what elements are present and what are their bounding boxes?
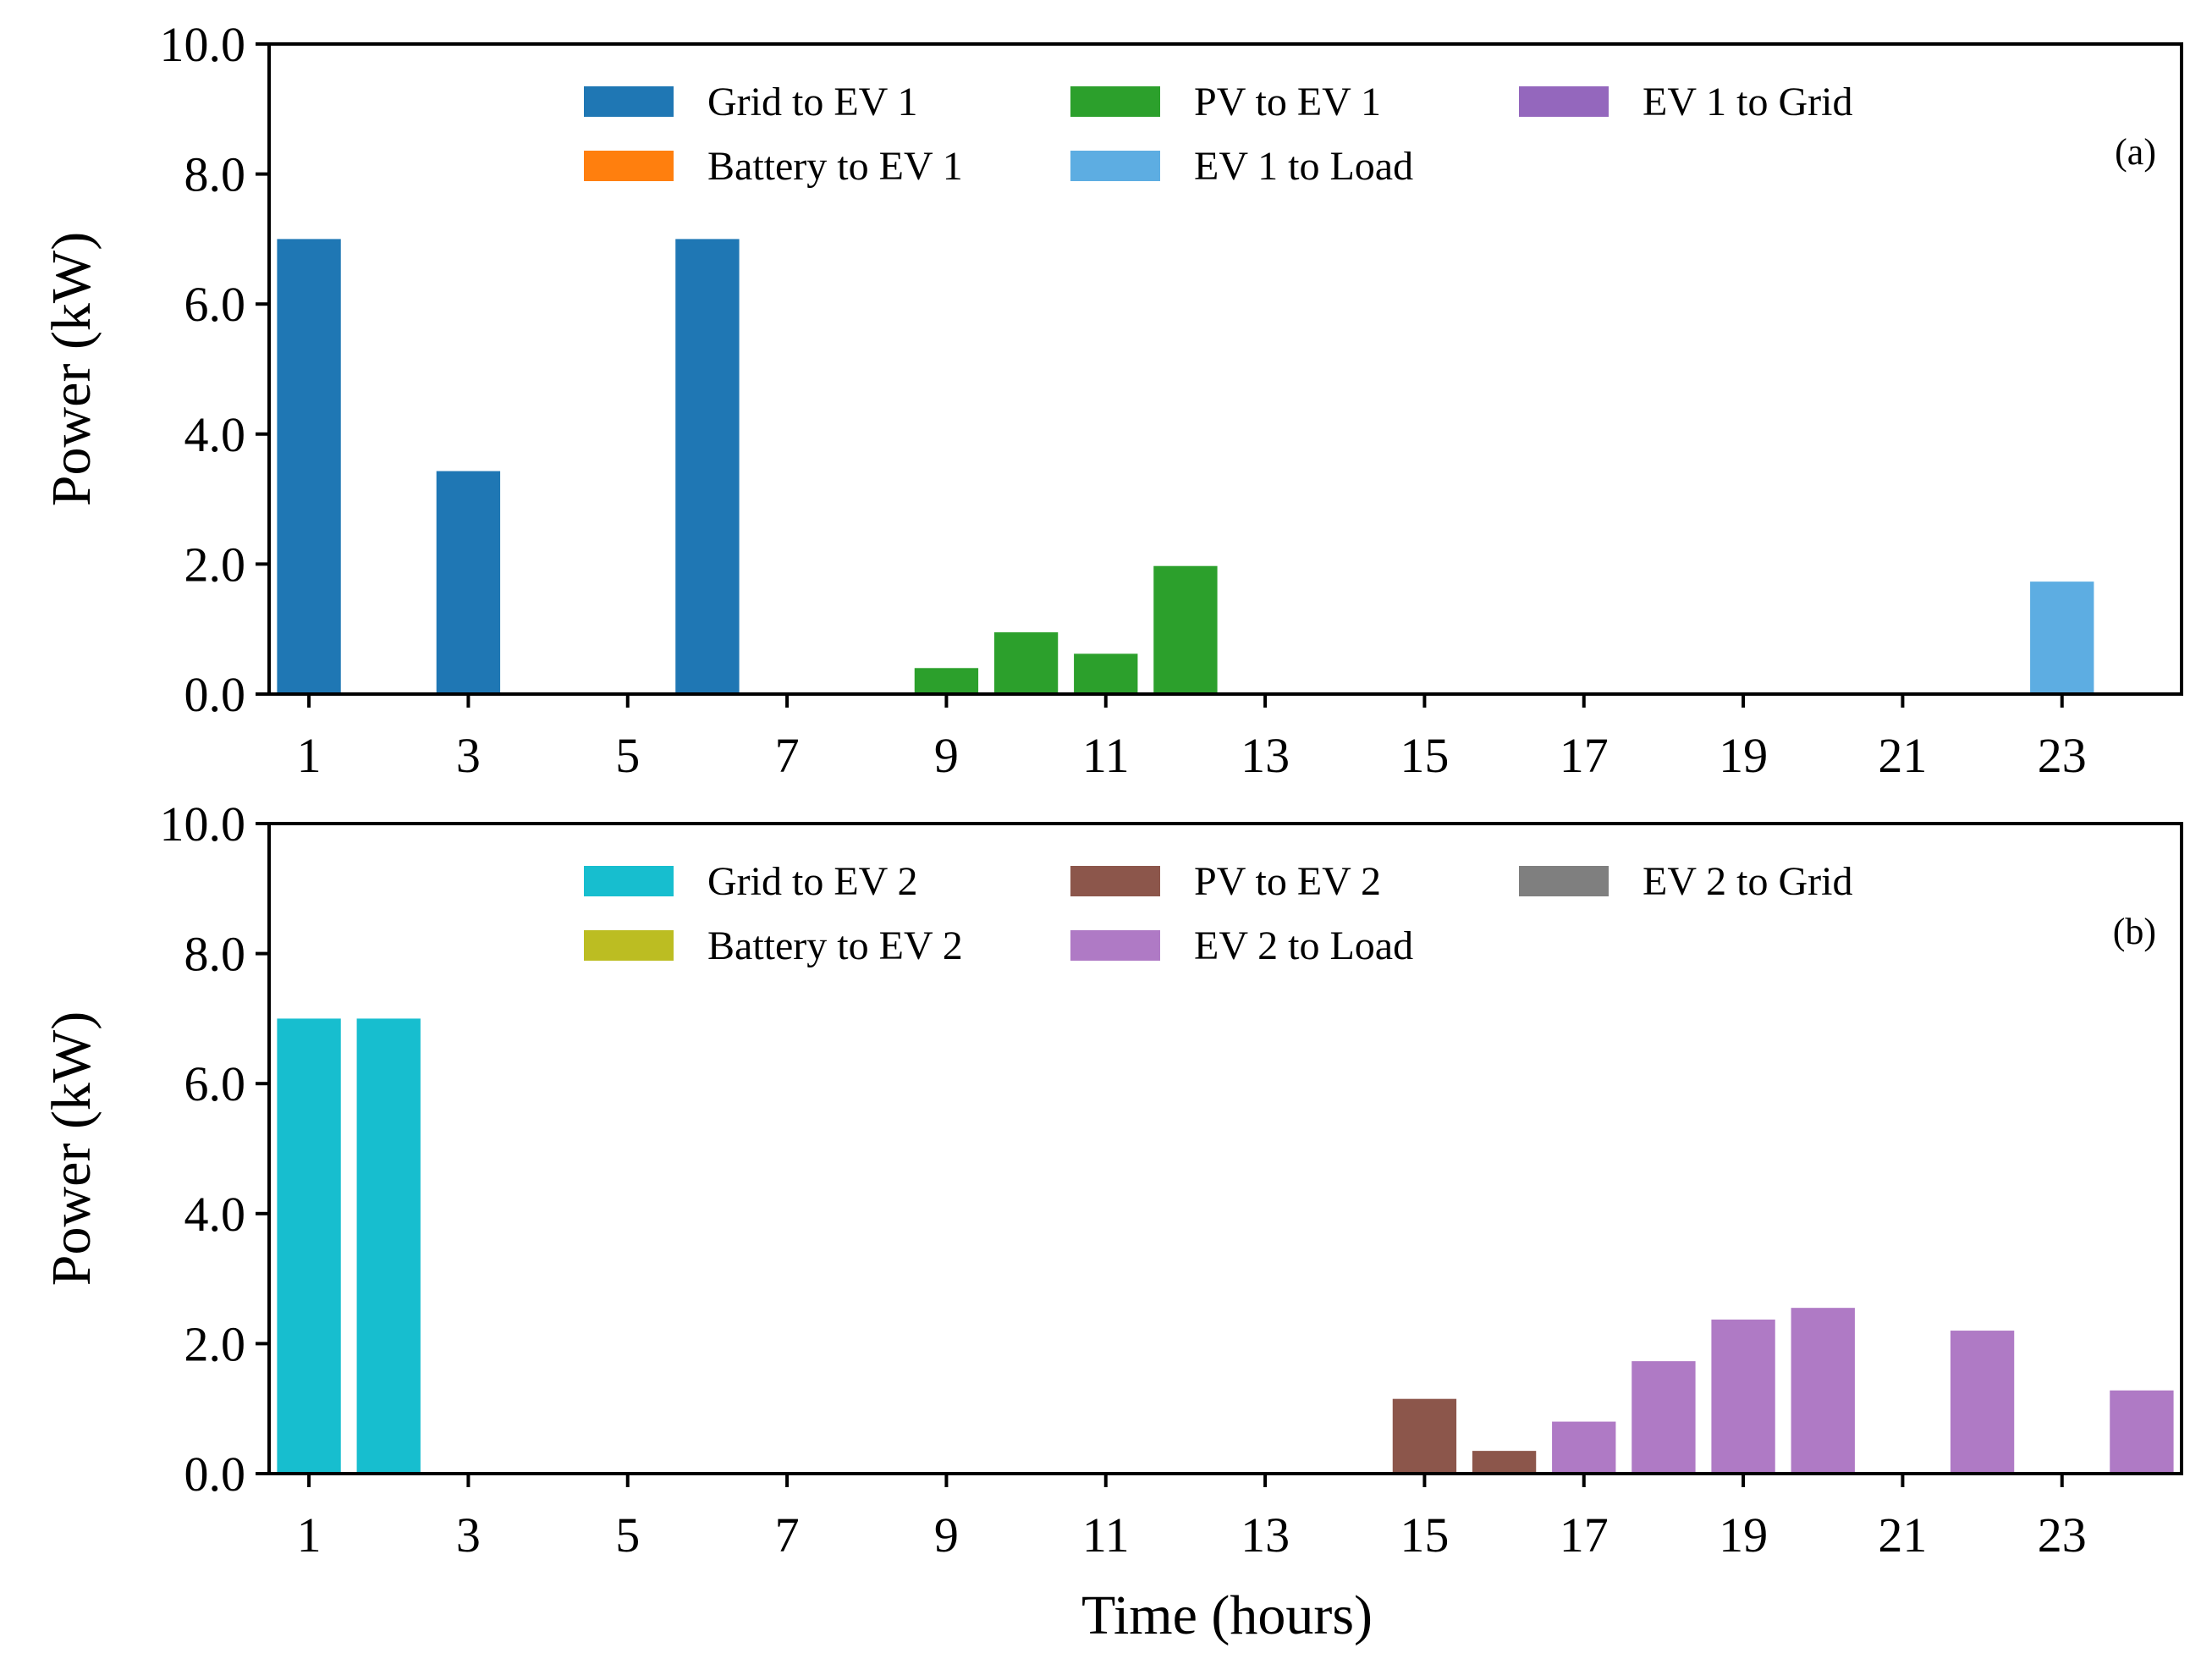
x-tick-label: 11: [1082, 728, 1130, 783]
legend-label: PV to EV 2: [1194, 859, 1381, 904]
y-tick-label: 6.0: [184, 1056, 246, 1111]
y-tick-label: 8.0: [184, 147, 246, 202]
x-tick-label: 3: [456, 1507, 481, 1563]
x-tick-label: 5: [615, 728, 640, 783]
panel-label: (b): [2113, 911, 2156, 952]
y-tick-label: 8.0: [184, 927, 246, 982]
legend-swatch: [584, 866, 674, 896]
x-tick-label: 13: [1241, 728, 1290, 783]
chart-panel-b: 0.02.04.06.08.010.01 3 5 7 9 11 13 15 17 19 21 23Po…: [41, 796, 2183, 1563]
x-tick-label: 5: [615, 1507, 640, 1563]
x-tick-label: 17: [1560, 1507, 1609, 1563]
y-tick-label: 0.0: [184, 667, 246, 722]
x-tick-label: 1: [297, 728, 322, 783]
y-tick-label: 0.0: [184, 1447, 246, 1502]
legend-swatch: [584, 151, 674, 181]
bar-pv-to-ev-1-hour-11: [1074, 653, 1138, 694]
legend-swatch: [584, 930, 674, 961]
bar-grid-to-ev-2-hour-1: [277, 1018, 341, 1474]
x-tick-label: 9: [934, 728, 959, 783]
legend-label: EV 2 to Load: [1194, 923, 1413, 968]
y-tick-label: 2.0: [184, 1316, 246, 1371]
legend-item-pv-to-ev-2: PV to EV 2: [1070, 859, 1381, 904]
x-axis-title: Time (hours): [1081, 1585, 1373, 1646]
legend-swatch: [1070, 866, 1160, 896]
y-tick-label: 6.0: [184, 277, 246, 332]
bar-pv-to-ev-1-hour-12: [1153, 565, 1218, 694]
x-tick-label: 7: [775, 1507, 800, 1563]
x-tick-label: 15: [1400, 1507, 1449, 1563]
chart-panel-a: 0.02.04.06.08.010.01 3 5 7 9 11 13 15 17 19 21 23Po…: [41, 17, 2183, 783]
legend-swatch: [1070, 930, 1160, 961]
bar-pv-to-ev-1-hour-9: [914, 668, 979, 694]
y-tick-label: 4.0: [184, 407, 246, 462]
x-tick-label: 7: [775, 728, 800, 783]
bar-ev-2-to-load-hour-22: [1950, 1331, 2015, 1474]
x-tick-label: 21: [1878, 728, 1927, 783]
legend-label: Grid to EV 2: [707, 859, 917, 904]
y-tick-label: 10.0: [160, 796, 246, 852]
bar-ev-2-to-load-hour-19: [1711, 1319, 1775, 1474]
legend-label: EV 1 to Load: [1194, 144, 1413, 189]
legend-label: Battery to EV 1: [707, 144, 963, 189]
x-tick-label: 19: [1719, 728, 1768, 783]
x-tick-label: 23: [2038, 728, 2087, 783]
plot-frame: [267, 822, 2183, 1475]
bar-ev-1-to-load-hour-23: [2030, 581, 2094, 694]
x-tick-label: 15: [1400, 728, 1449, 783]
legend-label: Grid to EV 1: [707, 80, 917, 124]
bar-grid-to-ev-1-hour-6: [675, 239, 740, 694]
legend-swatch: [584, 86, 674, 117]
x-tick-label: 21: [1878, 1507, 1927, 1563]
bar-grid-to-ev-1-hour-1: [277, 239, 341, 694]
bar-pv-to-ev-2-hour-15: [1392, 1398, 1457, 1474]
legend-item-pv-to-ev-1: PV to EV 1: [1070, 80, 1381, 124]
legend-item-ev-2-to-grid: EV 2 to Grid: [1519, 859, 1852, 904]
legend-item-ev-1-to-load: EV 1 to Load: [1070, 144, 1413, 189]
y-tick-label: 2.0: [184, 537, 246, 592]
y-tick-label: 10.0: [160, 17, 246, 72]
x-tick-label: 19: [1719, 1507, 1768, 1563]
legend-swatch: [1070, 86, 1160, 117]
y-axis-title: Power (kW): [41, 232, 102, 506]
x-tick-label: 11: [1082, 1507, 1130, 1563]
bar-pv-to-ev-1-hour-10: [993, 632, 1059, 694]
legend-item-grid-to-ev-1: Grid to EV 1: [584, 80, 917, 124]
plot-frame: [267, 42, 2183, 696]
legend-item-ev-2-to-load: EV 2 to Load: [1070, 923, 1413, 968]
legend-item-ev-1-to-grid: EV 1 to Grid: [1519, 80, 1852, 124]
bar-ev-2-to-load-hour-17: [1552, 1421, 1616, 1474]
bar-ev-2-to-load-hour-20: [1791, 1308, 1855, 1474]
legend-swatch: [1070, 151, 1160, 181]
bar-ev-2-to-load-hour-24: [2110, 1390, 2174, 1474]
legend-label: PV to EV 1: [1194, 80, 1381, 124]
bar-ev-2-to-load-hour-18: [1631, 1361, 1696, 1474]
x-tick-label: 23: [2038, 1507, 2087, 1563]
y-tick-label: 4.0: [184, 1187, 246, 1242]
x-tick-label: 13: [1241, 1507, 1290, 1563]
bar-pv-to-ev-2-hour-16: [1472, 1451, 1537, 1474]
y-axis-title: Power (kW): [41, 1011, 102, 1286]
x-tick-label: 9: [934, 1507, 959, 1563]
x-tick-label: 17: [1560, 728, 1609, 783]
legend-label: EV 2 to Grid: [1642, 859, 1852, 904]
legend-item-battery-to-ev-1: Battery to EV 1: [584, 144, 963, 189]
legend-swatch: [1519, 86, 1609, 117]
x-tick-label: 1: [297, 1507, 322, 1563]
bar-grid-to-ev-2-hour-2: [356, 1018, 421, 1474]
x-tick-label: 3: [456, 728, 481, 783]
bar-grid-to-ev-1-hour-3: [436, 471, 501, 694]
legend-label: Battery to EV 2: [707, 923, 963, 968]
legend-item-battery-to-ev-2: Battery to EV 2: [584, 923, 963, 968]
legend-swatch: [1519, 866, 1609, 896]
legend-label: EV 1 to Grid: [1642, 80, 1852, 124]
legend-item-grid-to-ev-2: Grid to EV 2: [584, 859, 917, 904]
panel-label: (a): [2115, 131, 2156, 173]
